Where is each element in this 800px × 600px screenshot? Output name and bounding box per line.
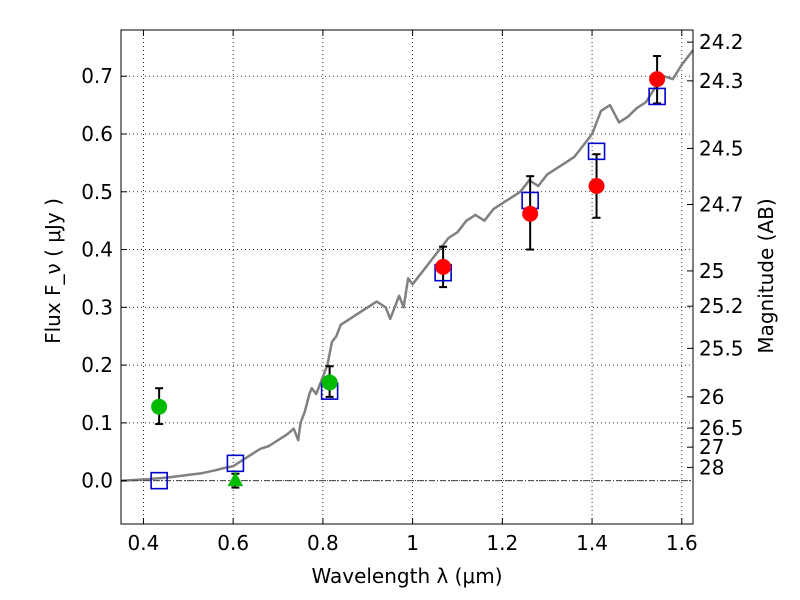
y-tick-label: 0.0 xyxy=(81,469,113,493)
model-spectrum-line xyxy=(120,49,694,482)
x-tick-label: 0.4 xyxy=(128,531,160,555)
x-tick-label: 0.8 xyxy=(307,531,339,555)
data-markers xyxy=(150,71,666,490)
x-tick-label: 1 xyxy=(406,531,419,555)
model-curve-group xyxy=(120,49,694,482)
x-axis-label: Wavelength λ (μm) xyxy=(311,564,502,588)
filled-circle-point xyxy=(321,374,338,391)
y2-tick-label: 25 xyxy=(699,259,724,283)
y-tick-label: 0.4 xyxy=(81,238,113,262)
y2-axis-label: Magnitude (AB) xyxy=(754,198,778,353)
y2-tick-label: 24.2 xyxy=(699,30,744,54)
y2-tick-label: 26.5 xyxy=(699,416,744,440)
filled-circle-point xyxy=(522,205,539,222)
open-square-point xyxy=(648,87,666,106)
plot-frame xyxy=(120,29,694,525)
y2-tick-label: 25.5 xyxy=(699,336,744,360)
y2-tick-label: 26 xyxy=(699,385,724,409)
x-tick-label: 1.4 xyxy=(576,531,608,555)
y2-tick-label: 24.3 xyxy=(699,69,744,93)
filled-circle-point xyxy=(435,258,452,275)
y2-tick-label: 25.2 xyxy=(699,294,744,318)
y-tick-label: 0.2 xyxy=(81,353,113,377)
filled-circle-point xyxy=(588,178,605,194)
y-axis-label: Flux F_ν ( μJy ) xyxy=(41,198,65,344)
y2-tick-label: 27 xyxy=(699,435,724,459)
open-square-point xyxy=(226,454,245,473)
ticks xyxy=(121,30,693,524)
x-tick-label: 1.6 xyxy=(666,531,698,555)
y-tick-label: 0.3 xyxy=(81,295,113,319)
grid xyxy=(121,30,693,524)
y2-tick-label: 24.5 xyxy=(699,136,744,160)
x-tick-label: 0.6 xyxy=(217,531,249,555)
triangle-point xyxy=(227,471,244,487)
y-tick-label: 0.1 xyxy=(81,411,113,435)
y2-tick-label: 28 xyxy=(699,455,724,479)
open-square-point xyxy=(150,471,168,490)
open-square-point xyxy=(587,142,606,161)
tick-labels: 0.4 0.6 0.8 1 1.2 1.4 1.6 0.0 0.1 0.2 0.3 0.4 0.5 0.6… xyxy=(81,30,743,555)
filled-circle-point xyxy=(649,71,666,88)
filled-circle-point xyxy=(151,398,168,415)
x-tick-label: 1.2 xyxy=(486,531,518,555)
y2-tick-label: 24.7 xyxy=(699,192,744,216)
y-tick-label: 0.7 xyxy=(81,64,113,88)
y-tick-label: 0.6 xyxy=(81,122,113,146)
y-tick-label: 0.5 xyxy=(81,180,113,204)
